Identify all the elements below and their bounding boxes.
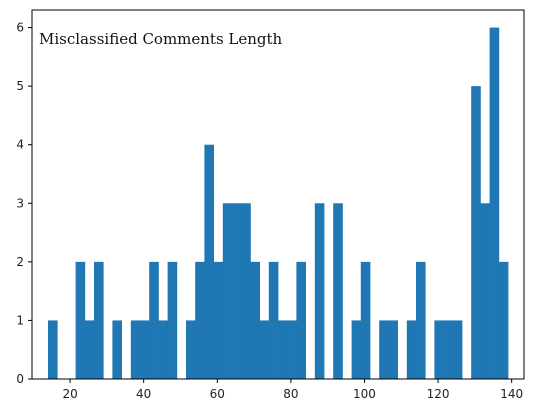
x-tick-label: 60 bbox=[210, 387, 225, 401]
histogram-bar bbox=[443, 320, 454, 379]
histogram-bar bbox=[112, 320, 123, 379]
histogram-bar bbox=[241, 203, 251, 379]
y-tick-label: 1 bbox=[16, 313, 24, 327]
histogram-bar bbox=[268, 261, 279, 379]
histogram-bar bbox=[415, 261, 426, 379]
histogram-bar bbox=[232, 203, 242, 379]
histogram-bar bbox=[204, 144, 215, 379]
histogram-bar bbox=[314, 203, 325, 379]
histogram-bar bbox=[296, 261, 306, 379]
histogram-bar bbox=[333, 203, 343, 379]
histogram-bar bbox=[75, 261, 86, 379]
y-tick-label: 0 bbox=[16, 372, 24, 386]
y-tick-label: 5 bbox=[16, 79, 24, 93]
histogram-bar bbox=[434, 320, 444, 379]
x-tick-label: 100 bbox=[353, 387, 376, 401]
histogram-bar bbox=[498, 261, 509, 379]
histogram-bar bbox=[452, 320, 463, 379]
x-tick-label: 40 bbox=[136, 387, 151, 401]
bars-group bbox=[48, 27, 509, 380]
histogram-bar bbox=[222, 203, 233, 379]
histogram-bar bbox=[94, 261, 104, 379]
y-tick-label: 2 bbox=[16, 255, 24, 269]
x-tick-label: 20 bbox=[62, 387, 77, 401]
y-tick-label: 3 bbox=[16, 196, 24, 210]
histogram-bar bbox=[130, 320, 141, 379]
histogram-bar bbox=[480, 203, 490, 379]
y-tick-label: 4 bbox=[16, 138, 24, 152]
histogram-bar bbox=[360, 261, 371, 379]
x-axis: 20 40 60 80 100 120 140 bbox=[62, 379, 523, 401]
histogram-bar bbox=[406, 320, 417, 379]
histogram-bar bbox=[388, 320, 398, 379]
histogram-bar bbox=[213, 261, 224, 379]
histogram-bar bbox=[195, 261, 205, 379]
histogram-bar bbox=[471, 86, 481, 380]
y-tick-label: 6 bbox=[16, 21, 24, 35]
histogram-bar bbox=[259, 320, 270, 379]
histogram-bar bbox=[140, 320, 150, 379]
x-tick-label: 80 bbox=[283, 387, 298, 401]
histogram-bar bbox=[287, 320, 297, 379]
histogram-bar bbox=[278, 320, 288, 379]
histogram-bar bbox=[149, 261, 159, 379]
histogram-bar bbox=[379, 320, 389, 379]
histogram-bar bbox=[489, 27, 500, 379]
chart-title: Misclassified Comments Length bbox=[39, 30, 283, 48]
plot-frame bbox=[31, 9, 525, 380]
histogram-bar bbox=[48, 320, 58, 379]
histogram-bar bbox=[158, 320, 169, 379]
histogram-bar bbox=[167, 261, 178, 379]
histogram-bar bbox=[186, 320, 196, 379]
x-tick-label: 140 bbox=[500, 387, 523, 401]
histogram-bar bbox=[250, 261, 261, 379]
x-tick-label: 120 bbox=[427, 387, 450, 401]
histogram-bar bbox=[84, 320, 95, 379]
histogram-bar bbox=[351, 320, 362, 379]
y-axis: 0 1 2 3 4 5 6 bbox=[16, 21, 32, 386]
